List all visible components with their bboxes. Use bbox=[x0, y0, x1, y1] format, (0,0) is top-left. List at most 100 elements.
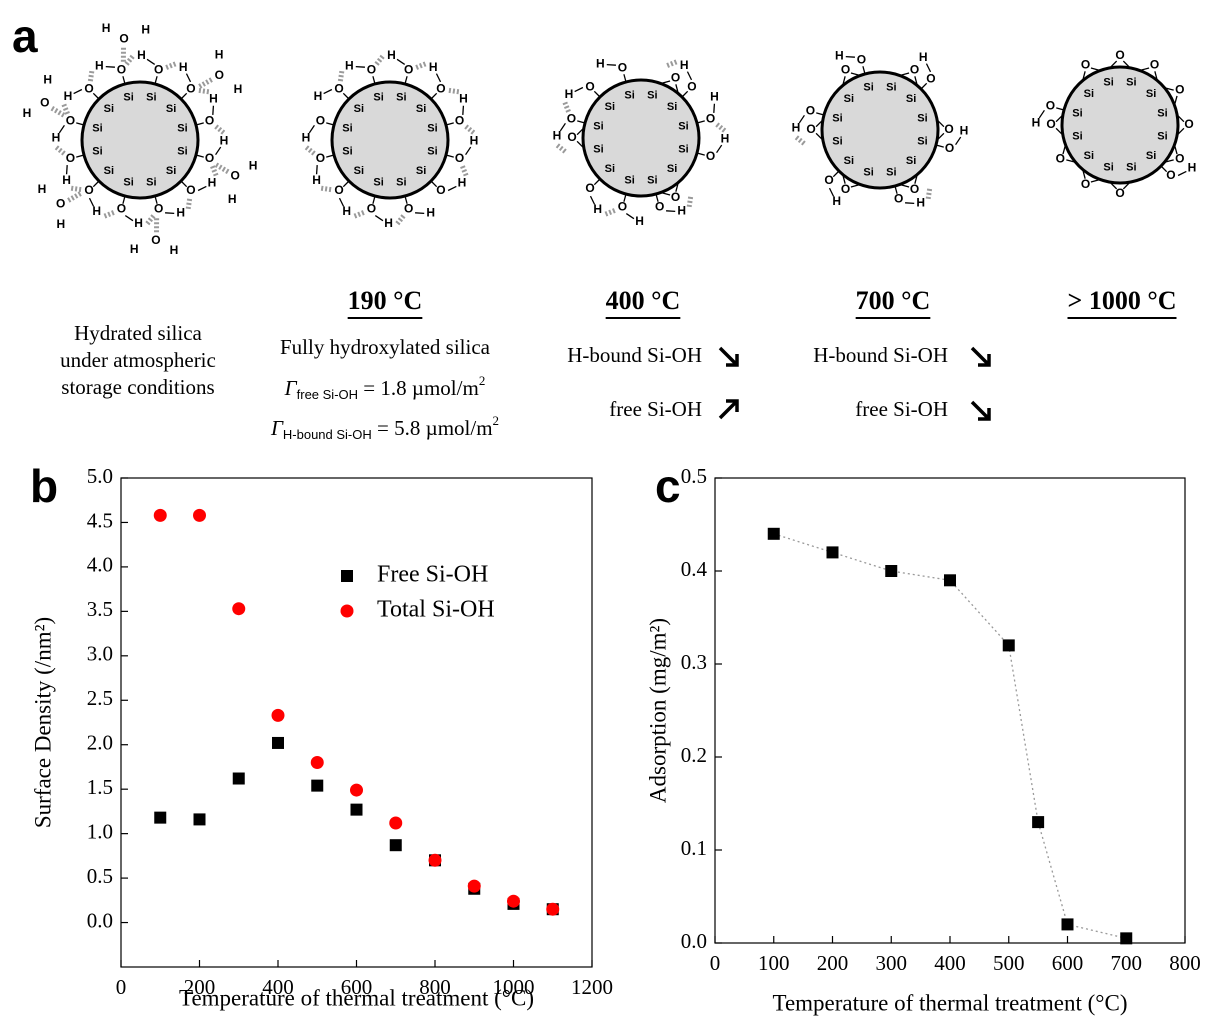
trend-label: free Si-OH bbox=[609, 397, 702, 421]
bond bbox=[404, 76, 408, 85]
atom-label: O bbox=[119, 31, 128, 45]
chart: c 0 100 200 300 400 500 600 700 800 0.0 0.1 0.2 0.3 0.… bbox=[645, 460, 1200, 1015]
hydrogen-bond bbox=[463, 123, 476, 135]
atom-label: O bbox=[117, 202, 126, 216]
bond bbox=[447, 185, 457, 192]
atom-label: O bbox=[567, 130, 576, 144]
atom-label: O bbox=[706, 149, 715, 163]
y-axis-title: Surface Density (/nm²) bbox=[30, 617, 55, 828]
bond bbox=[76, 154, 85, 158]
arrow-down bbox=[970, 400, 991, 421]
bond bbox=[58, 124, 65, 134]
hydrogen-bond bbox=[353, 209, 367, 219]
hydrogen-bond bbox=[304, 145, 317, 157]
atom-label: O bbox=[1175, 83, 1184, 97]
atom-label: Si bbox=[427, 123, 437, 135]
bond bbox=[415, 212, 425, 215]
atom-label: H bbox=[635, 214, 644, 228]
bond bbox=[165, 212, 175, 215]
hydrogen-bond bbox=[413, 61, 427, 71]
bond bbox=[1109, 181, 1118, 190]
hydrogen-bond bbox=[54, 145, 67, 157]
hydrogen-bond bbox=[373, 54, 385, 67]
atom-label: O bbox=[56, 196, 65, 210]
x-axis-title: Temperature of thermal treatment (°C) bbox=[179, 985, 534, 1010]
bond bbox=[154, 195, 158, 204]
bond bbox=[914, 174, 918, 184]
atom-label: O bbox=[205, 151, 214, 165]
trend-arrows bbox=[718, 346, 991, 421]
bond bbox=[1055, 127, 1064, 136]
atom-label: H bbox=[916, 196, 925, 210]
bond bbox=[355, 65, 365, 68]
y-tick-label: 0.3 bbox=[681, 650, 707, 674]
bond bbox=[899, 72, 910, 77]
data-point bbox=[767, 527, 780, 540]
bond bbox=[842, 76, 846, 86]
atom-label: H bbox=[62, 173, 71, 187]
atom-label: O bbox=[334, 183, 343, 197]
atom-label: H bbox=[458, 175, 467, 189]
atom-label: O bbox=[910, 62, 919, 76]
y-tick-label: 0.0 bbox=[681, 929, 707, 953]
atom-label: Si bbox=[396, 176, 406, 188]
gamma-subscript: H-bound Si-OH bbox=[283, 427, 372, 442]
x-tick-label: 200 bbox=[184, 975, 216, 999]
bond bbox=[154, 76, 158, 85]
atom-label: O bbox=[1115, 186, 1124, 200]
y-tick-label: 2.5 bbox=[87, 686, 113, 710]
atom-label: H bbox=[170, 243, 179, 257]
bond bbox=[623, 74, 627, 83]
atom-label: O bbox=[367, 63, 376, 77]
hydrogen-bond bbox=[664, 59, 678, 69]
atom-label: H bbox=[208, 175, 217, 189]
bond bbox=[577, 120, 586, 124]
atom-label: Si bbox=[427, 145, 437, 157]
bond bbox=[798, 114, 805, 124]
bond bbox=[625, 213, 635, 220]
atom-label: H bbox=[176, 206, 185, 220]
atom-label: Si bbox=[1103, 76, 1113, 88]
hydrogen-bond bbox=[123, 54, 135, 67]
bond bbox=[675, 182, 679, 192]
data-point bbox=[885, 565, 898, 577]
atom-label: O bbox=[404, 202, 413, 216]
atom-label: Si bbox=[886, 81, 896, 93]
data-point bbox=[389, 816, 403, 830]
atom-label: O bbox=[618, 61, 627, 75]
atom-label: O bbox=[567, 112, 576, 126]
atom-label: Si bbox=[354, 165, 364, 177]
bond bbox=[1066, 159, 1076, 163]
atom-label: H bbox=[960, 124, 969, 138]
atom-label: Si bbox=[1072, 108, 1082, 120]
legend-label: Total Si-OH bbox=[377, 597, 495, 623]
atom-label: Si bbox=[354, 103, 364, 115]
data-point bbox=[467, 879, 481, 893]
x-tick-label: 400 bbox=[262, 975, 294, 999]
atom-label: H bbox=[342, 204, 351, 218]
bond bbox=[828, 187, 835, 197]
data-point bbox=[311, 779, 324, 792]
hydrogen-bond bbox=[604, 207, 618, 217]
atom-label: O bbox=[585, 79, 594, 93]
atom-label: Si bbox=[647, 174, 657, 186]
atom-label: H bbox=[43, 72, 52, 86]
data-point bbox=[428, 853, 442, 867]
bond bbox=[850, 183, 861, 188]
chart: b 0 200 400 600 800 1000 1200 0.0 0.5 1.0 1.5 2.0 2.5… bbox=[30, 460, 613, 1010]
bond bbox=[180, 180, 188, 188]
bond bbox=[623, 193, 627, 202]
atom-label: H bbox=[835, 49, 844, 63]
y-tick-label: 1.0 bbox=[87, 819, 113, 843]
bond bbox=[404, 195, 408, 204]
x-tick-label: 500 bbox=[993, 951, 1025, 975]
hydrogen-bond bbox=[145, 213, 157, 226]
bond bbox=[1173, 144, 1178, 155]
hydrogen-bond bbox=[794, 135, 807, 147]
atom-label: Si bbox=[342, 145, 352, 157]
atom-label: H bbox=[92, 204, 101, 218]
bond bbox=[65, 165, 68, 175]
bond bbox=[696, 120, 705, 124]
atom-label: Si bbox=[373, 176, 383, 188]
atom-label: H bbox=[1032, 116, 1041, 130]
